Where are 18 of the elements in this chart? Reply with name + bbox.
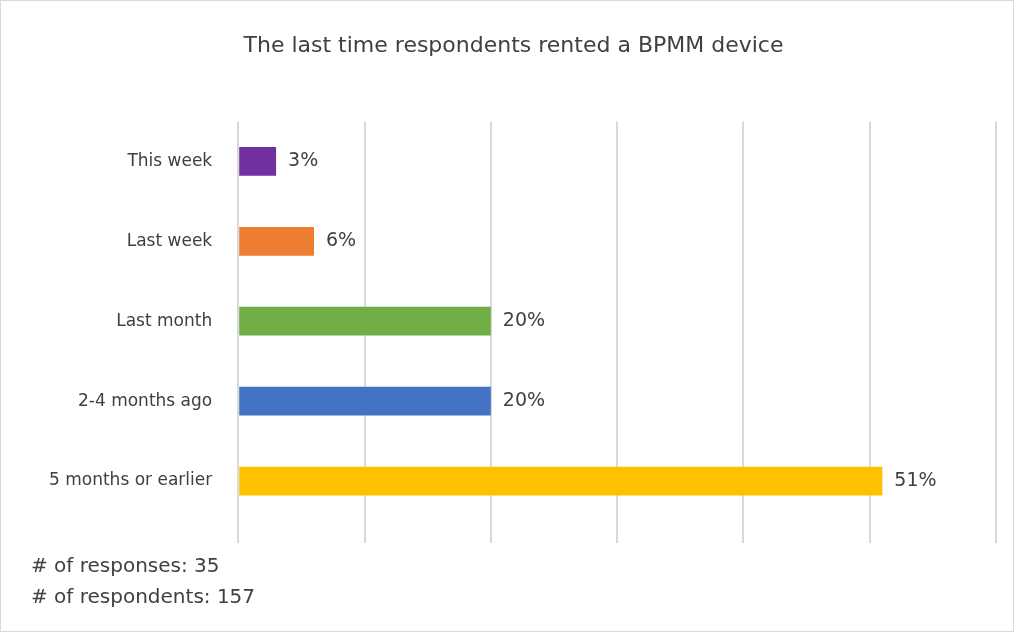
bar	[239, 466, 883, 496]
bar	[239, 386, 491, 416]
text: # of respondents: 157	[31, 584, 256, 609]
y-tick-label: This week	[126, 149, 213, 170]
text: # of responses: 35	[31, 553, 220, 578]
y-tick-label: 5 months or earlier	[48, 469, 213, 490]
data-label: 51%	[894, 467, 937, 490]
chart-title: The last time respondents rented a BPMM device	[242, 31, 784, 57]
y-tick-label: Last week	[126, 229, 213, 250]
bar	[239, 146, 277, 176]
bar	[239, 306, 491, 336]
data-label: 20%	[502, 388, 546, 411]
data-label: 20%	[502, 308, 546, 331]
y-tick-label: Last month	[116, 309, 213, 330]
data-label: 3%	[288, 148, 319, 171]
data-label: 6%	[325, 228, 357, 251]
bar	[239, 226, 314, 256]
y-tick-label: 2-4 months ago	[77, 389, 213, 410]
